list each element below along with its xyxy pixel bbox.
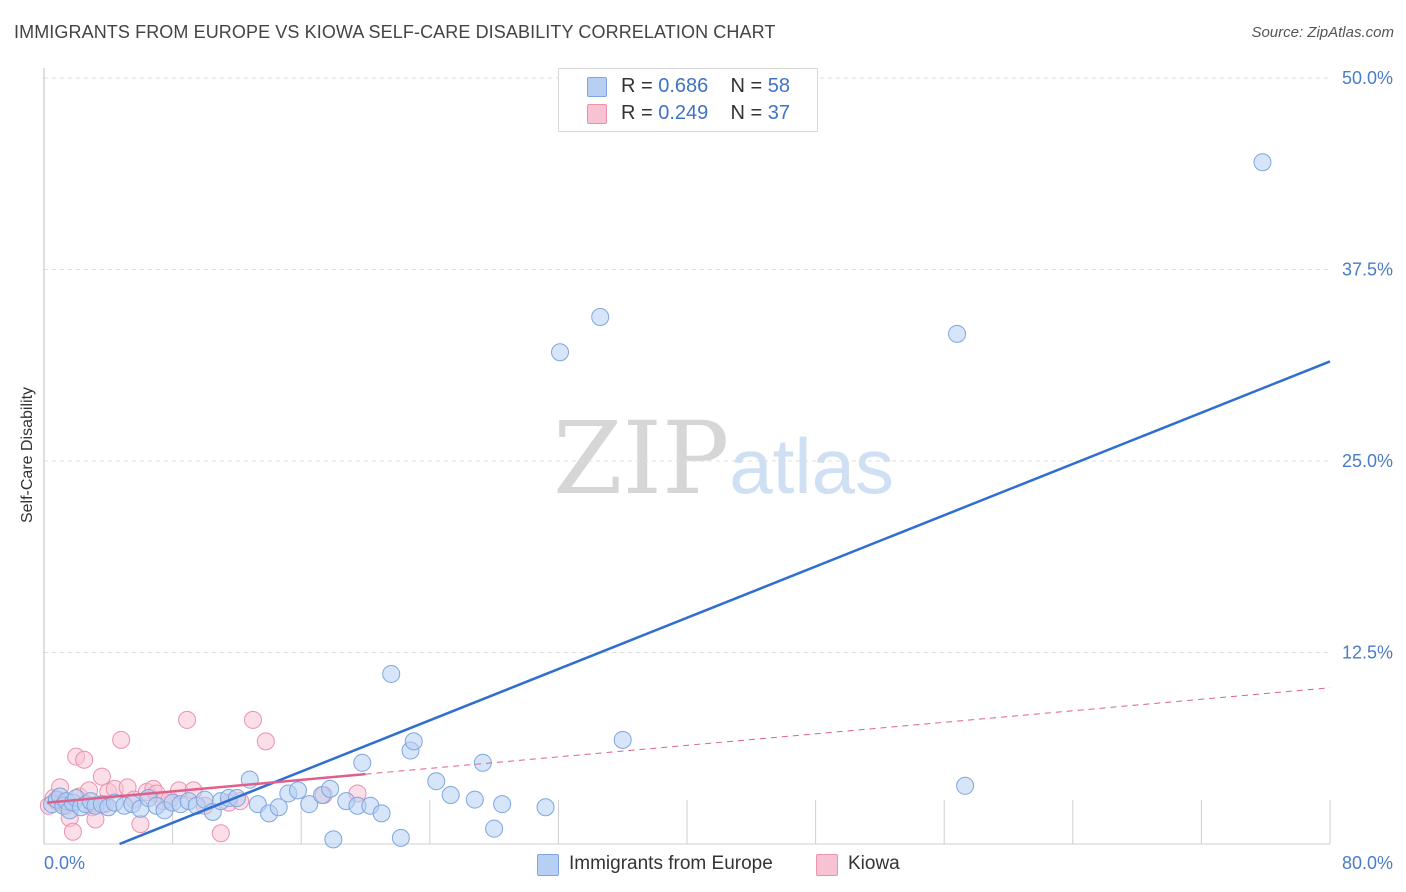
point-kiowa-31 xyxy=(211,824,230,843)
legend-label-europe: Immigrants from Europe xyxy=(569,853,773,874)
r-value-kiowa: 0.249 xyxy=(658,102,709,124)
point-europe-48 xyxy=(404,732,423,751)
point-europe-38 xyxy=(321,779,340,798)
y-axis-label: Self-Care Disability xyxy=(19,386,36,524)
point-kiowa-34 xyxy=(243,710,262,729)
point-kiowa-18 xyxy=(112,730,131,749)
point-europe-45 xyxy=(382,664,401,683)
point-kiowa-7 xyxy=(63,822,82,841)
r-label: R = xyxy=(621,102,659,124)
point-europe-56 xyxy=(551,343,570,362)
watermark-atlas: atlas xyxy=(729,422,895,510)
point-kiowa-14 xyxy=(92,767,111,786)
n-value-kiowa: 37 xyxy=(767,102,791,124)
source-credit: Source: ZipAtlas.com xyxy=(1251,24,1394,41)
x-tick-label-1: 80.0% xyxy=(1342,853,1393,873)
point-europe-36 xyxy=(300,795,319,814)
y-tick-label-0: 12.5% xyxy=(1342,643,1393,663)
r-label: R = xyxy=(621,75,659,97)
legend-stats-europe: R = 0.686 N = 58 xyxy=(621,75,790,98)
trend-line-kiowa-dashed xyxy=(365,687,1331,775)
correlation-legend: R = 0.686 N = 58 R = 0.249 N = 37 xyxy=(558,68,818,132)
point-europe-53 xyxy=(485,819,504,838)
point-europe-51 xyxy=(465,790,484,809)
point-europe-61 xyxy=(1253,153,1272,172)
legend-stats-kiowa: R = 0.249 N = 37 xyxy=(621,102,790,125)
point-europe-50 xyxy=(441,785,460,804)
chart-title: IMMIGRANTS FROM EUROPE VS KIOWA SELF-CAR… xyxy=(14,22,776,42)
y-tick-label-3: 50.0% xyxy=(1342,68,1393,88)
watermark: ZIPatlas xyxy=(553,400,894,517)
trend-line-europe xyxy=(119,360,1331,846)
watermark-zip: ZIP xyxy=(553,400,730,517)
point-kiowa-28 xyxy=(178,710,197,729)
legend-label-kiowa: Kiowa xyxy=(848,853,900,874)
y-tick-label-2: 37.5% xyxy=(1342,260,1393,280)
legend-swatch-kiowa xyxy=(587,104,607,124)
point-europe-46 xyxy=(391,828,410,847)
point-kiowa-21 xyxy=(131,815,150,834)
trend-line-kiowa-solid xyxy=(47,772,366,804)
point-europe-55 xyxy=(536,798,555,817)
point-europe-35 xyxy=(288,781,307,800)
point-kiowa-35 xyxy=(256,732,275,751)
point-europe-57 xyxy=(591,307,610,326)
point-europe-44 xyxy=(372,804,391,823)
point-europe-58 xyxy=(613,730,632,749)
r-value-europe: 0.686 xyxy=(658,75,709,97)
point-kiowa-10 xyxy=(75,750,94,769)
legend-swatch-europe xyxy=(587,77,607,97)
x-tick-label-0: 0.0% xyxy=(44,853,85,873)
point-europe-33 xyxy=(269,798,288,817)
legend-swatch-europe-bottom xyxy=(537,854,559,876)
point-europe-54 xyxy=(493,795,512,814)
n-label: N = xyxy=(730,75,768,97)
point-europe-42 xyxy=(353,753,372,772)
point-europe-39 xyxy=(324,830,343,849)
legend-swatch-kiowa-bottom xyxy=(816,854,838,876)
point-europe-60 xyxy=(956,776,975,795)
point-europe-59 xyxy=(948,324,967,343)
n-label: N = xyxy=(730,102,768,124)
point-europe-49 xyxy=(427,772,446,791)
y-tick-label-1: 25.0% xyxy=(1342,451,1393,471)
n-value-europe: 58 xyxy=(767,75,791,97)
